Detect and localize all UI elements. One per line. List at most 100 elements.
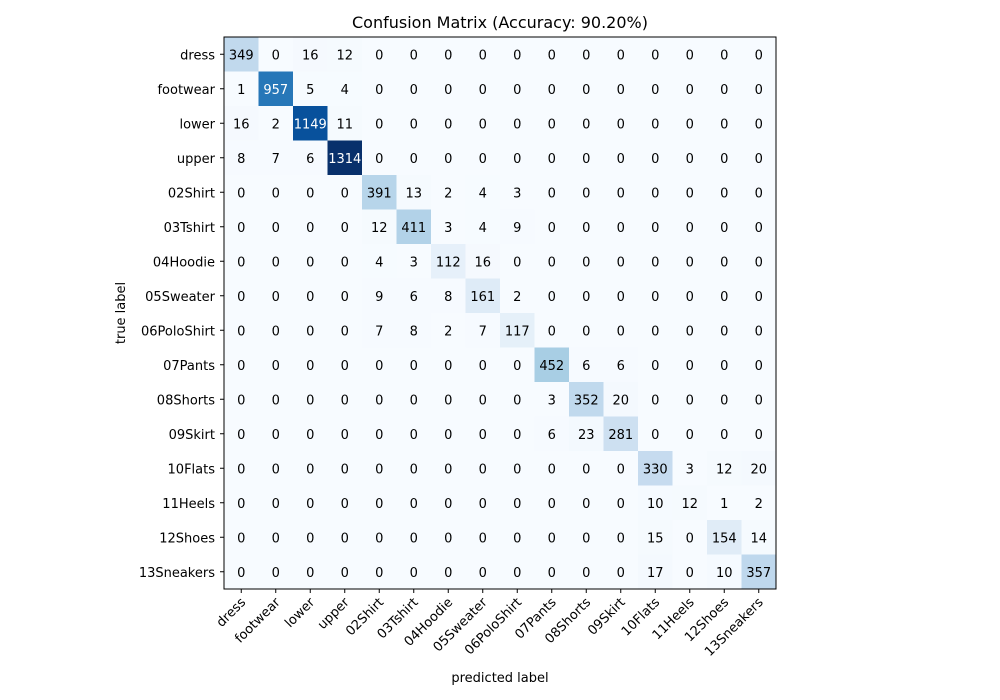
heatmap-cell [396, 382, 432, 417]
cell-value-label: 0 [548, 531, 556, 546]
cell-value-label: 0 [720, 221, 728, 236]
cell-value-label: 0 [410, 393, 418, 408]
heatmap-cell [707, 485, 742, 521]
heatmap-cell [396, 313, 432, 348]
cell-value-label: 0 [306, 531, 314, 546]
cell-value-label: 0 [341, 221, 349, 236]
heatmap-cell [741, 209, 777, 245]
heatmap-cell [741, 520, 777, 555]
heatmap-cell [293, 451, 328, 486]
cell-value-label: 0 [548, 255, 556, 270]
heatmap-cell [258, 485, 294, 521]
heatmap-cell [362, 37, 397, 72]
heatmap-cell [603, 71, 639, 107]
cell-value-label: 452 [539, 359, 564, 374]
cell-value-label: 0 [582, 290, 590, 305]
cell-value-label: 0 [582, 186, 590, 201]
y-tick-label: 09Skirt [169, 428, 215, 443]
heatmap-cell [672, 520, 708, 555]
cell-value-label: 2 [513, 290, 521, 305]
cell-value-label: 0 [755, 255, 763, 270]
heatmap-cell [603, 416, 639, 452]
heatmap-cell [672, 313, 708, 348]
heatmap-cell [431, 347, 466, 383]
cell-value-label: 0 [272, 255, 280, 270]
heatmap-cell [465, 554, 501, 590]
cell-value-label: 11 [336, 117, 353, 132]
cell-value-label: 0 [375, 393, 383, 408]
cell-value-label: 0 [341, 255, 349, 270]
cell-value-label: 16 [302, 48, 319, 63]
heatmap-cell [327, 71, 363, 107]
heatmap-cell [293, 71, 328, 107]
cell-value-label: 0 [272, 290, 280, 305]
heatmap-cell [431, 175, 466, 210]
cell-value-label: 4 [479, 221, 487, 236]
cell-value-label: 0 [720, 186, 728, 201]
cell-value-label: 0 [237, 428, 245, 443]
heatmap-cell [534, 175, 570, 210]
heatmap-cell [569, 554, 604, 590]
heatmap-cell [672, 106, 708, 141]
heatmap-cell [258, 278, 294, 314]
cell-value-label: 0 [272, 48, 280, 63]
cell-value-label: 0 [686, 359, 694, 374]
cell-value-label: 3 [548, 393, 556, 408]
heatmap-cell [258, 175, 294, 210]
heatmap-cell [707, 554, 742, 590]
cell-value-label: 12 [336, 48, 353, 63]
cell-value-label: 0 [686, 531, 694, 546]
heatmap-cell [500, 485, 535, 521]
heatmap-cell [327, 347, 363, 383]
cell-value-label: 0 [651, 324, 659, 339]
cell-value-label: 0 [306, 255, 314, 270]
cell-value-label: 0 [375, 48, 383, 63]
cell-value-label: 0 [651, 359, 659, 374]
heatmap-cell [396, 278, 432, 314]
x-axis-label: predicted label [451, 671, 548, 686]
heatmap-cell [603, 554, 639, 590]
y-tick-label: 04Hoodie [153, 255, 215, 270]
heatmap-cell [534, 520, 570, 555]
cell-value-label: 20 [612, 393, 629, 408]
cell-value-label: 0 [272, 428, 280, 443]
heatmap-cell [638, 485, 673, 521]
cell-value-label: 0 [582, 117, 590, 132]
heatmap-cell [465, 37, 501, 72]
heatmap-cell [224, 244, 259, 279]
cell-value-label: 2 [444, 324, 452, 339]
heatmap-cell [465, 451, 501, 486]
heatmap-cell [638, 175, 673, 210]
heatmap-cell [396, 175, 432, 210]
heatmap-cell [258, 347, 294, 383]
cell-value-label: 0 [755, 290, 763, 305]
heatmap-cell [707, 175, 742, 210]
cell-value-label: 0 [479, 428, 487, 443]
heatmap-cell [707, 37, 742, 72]
cell-value-label: 349 [229, 48, 254, 63]
heatmap-cell [362, 209, 397, 245]
cell-value-label: 0 [237, 186, 245, 201]
heatmap-cell [707, 244, 742, 279]
cell-value-label: 0 [410, 531, 418, 546]
cell-value-label: 161 [470, 290, 495, 305]
heatmap-cell [224, 71, 259, 107]
cell-value-label: 0 [444, 497, 452, 512]
cell-value-label: 3 [410, 255, 418, 270]
cell-value-label: 0 [375, 566, 383, 581]
heatmap-cell [741, 71, 777, 107]
cell-value-label: 0 [237, 255, 245, 270]
y-tick-label: 11Heels [162, 497, 215, 512]
cell-value-label: 0 [306, 497, 314, 512]
cell-value-label: 0 [341, 324, 349, 339]
heatmap-cell [258, 554, 294, 590]
cell-value-label: 0 [444, 462, 452, 477]
cell-value-label: 0 [686, 83, 694, 98]
cell-value-label: 7 [375, 324, 383, 339]
heatmap-cell [534, 140, 570, 176]
cell-value-label: 0 [272, 566, 280, 581]
heatmap-cell [293, 313, 328, 348]
cell-value-label: 0 [582, 83, 590, 98]
heatmap-cell [224, 37, 259, 72]
cell-value-label: 0 [617, 48, 625, 63]
